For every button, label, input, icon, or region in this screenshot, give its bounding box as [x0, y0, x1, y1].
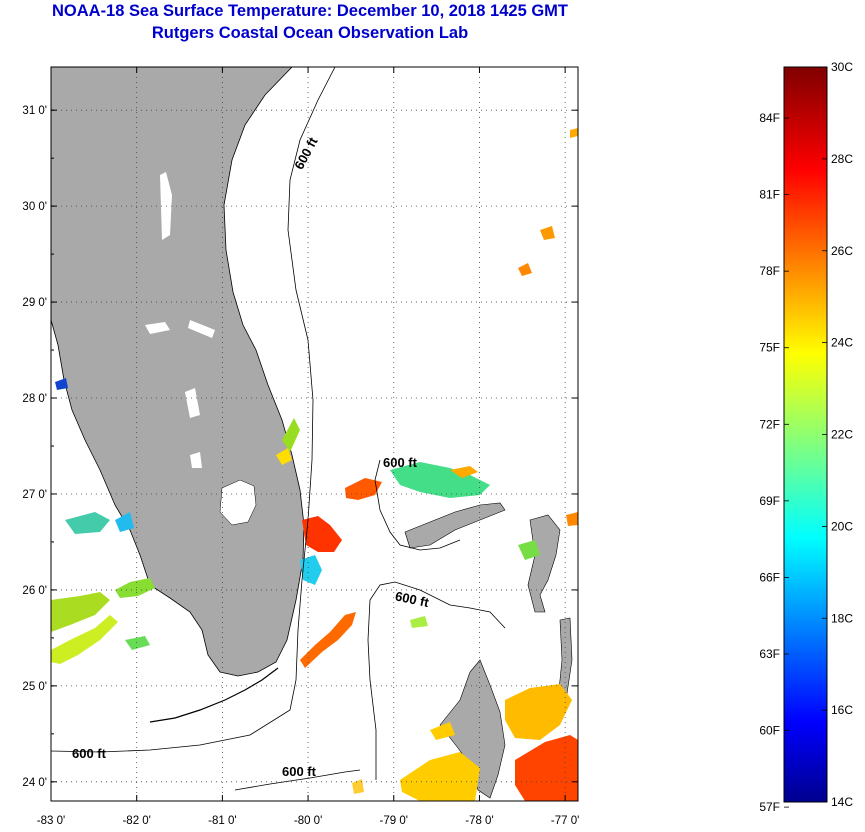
lat-label: 26 0': [22, 585, 47, 597]
lake-okeechobee: [219, 479, 257, 526]
lon-label: -79 0': [380, 815, 408, 827]
inland-lake: [145, 322, 170, 334]
lat-label: 30 0': [22, 201, 47, 213]
celsius-label: 22C: [831, 428, 853, 442]
fahrenheit-label: 72F: [759, 417, 780, 431]
fahrenheit-label: 63F: [759, 647, 780, 661]
florida-keys: [149, 667, 279, 723]
map-title: NOAA-18 Sea Surface Temperature: Decembe…: [51, 2, 568, 20]
abaco: [527, 514, 561, 613]
celsius-label: 24C: [831, 336, 853, 350]
lon-label: -77 0': [551, 815, 579, 827]
latitude-labels: 31 0' 30 0' 29 0' 28 0' 27 0' 26 0' 25 0' 24 0': [22, 105, 47, 789]
inland-lake: [190, 452, 202, 468]
lat-label: 29 0': [22, 297, 47, 309]
lon-label: -80 0': [294, 815, 322, 827]
fahrenheit-labels: 84F 81F 78F 75F 72F 69F 66F 63F 60F 57F: [759, 111, 780, 814]
colorbar-gradient: [783, 66, 828, 803]
fahrenheit-label: 84F: [759, 111, 780, 125]
fahrenheit-label: 78F: [759, 264, 780, 278]
lon-label: -82 0': [122, 815, 150, 827]
axis-ticks: [50, 67, 578, 801]
lon-label: -78 0': [465, 815, 493, 827]
celsius-label: 16C: [831, 703, 853, 717]
longitude-labels: -83 0' -82 0' -81 0' -80 0' -79 0' -78 0' -77 …: [37, 815, 580, 827]
inland-lake: [188, 320, 215, 338]
contour-label-west: 600 ft: [72, 746, 107, 761]
lat-label: 24 0': [22, 777, 47, 789]
colorbar-ticks: [784, 66, 827, 808]
celsius-label: 18C: [831, 611, 853, 625]
celsius-labels: 30C 28C 26C 24C 22C 20C 18C 16C 14C: [831, 60, 853, 809]
celsius-label: 30C: [831, 60, 853, 74]
isobath-600ft-lbb: [374, 459, 461, 551]
lat-label: 31 0': [22, 105, 47, 117]
lat-label: 25 0': [22, 681, 47, 693]
fahrenheit-label: 75F: [759, 341, 780, 355]
fahrenheit-label: 81F: [759, 188, 780, 202]
isobath-600ft-south: [234, 769, 361, 791]
fahrenheit-label: 69F: [759, 494, 780, 508]
isobath-600ft: [51, 67, 336, 753]
isobath-600ft-bahamas: [367, 581, 506, 780]
florida-land: [51, 67, 305, 677]
fahrenheit-label: 60F: [759, 724, 780, 738]
celsius-label: 28C: [831, 152, 853, 166]
celsius-label: 26C: [831, 244, 853, 258]
inland-lake: [185, 388, 200, 418]
lon-label: -83 0': [37, 815, 65, 827]
fahrenheit-label: 57F: [759, 800, 780, 814]
lat-label: 28 0': [22, 393, 47, 405]
lon-label: -81 0': [208, 815, 236, 827]
celsius-label: 14C: [831, 795, 853, 809]
map-frame: [50, 66, 579, 802]
map-subtitle: Rutgers Coastal Ocean Observation Lab: [151, 24, 469, 42]
contour-label-bahama: 600 ft: [383, 455, 418, 470]
sst-patches: [51, 128, 578, 801]
lat-label: 27 0': [22, 489, 47, 501]
celsius-label: 20C: [831, 519, 853, 533]
contour-label-tongue: 600 ft: [394, 588, 431, 610]
grand-bahama: [404, 502, 506, 549]
fahrenheit-label: 66F: [759, 570, 780, 584]
